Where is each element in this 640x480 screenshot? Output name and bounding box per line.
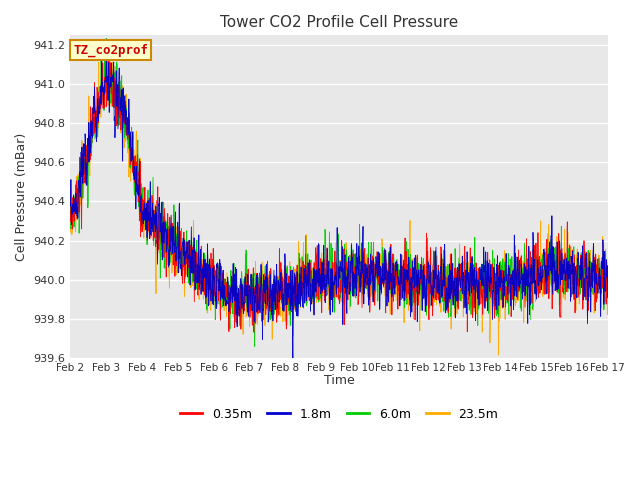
Y-axis label: Cell Pressure (mBar): Cell Pressure (mBar) — [15, 132, 28, 261]
Title: Tower CO2 Profile Cell Pressure: Tower CO2 Profile Cell Pressure — [220, 15, 458, 30]
X-axis label: Time: Time — [324, 374, 355, 387]
Text: TZ_co2prof: TZ_co2prof — [73, 43, 148, 57]
Legend: 0.35m, 1.8m, 6.0m, 23.5m: 0.35m, 1.8m, 6.0m, 23.5m — [175, 403, 504, 426]
